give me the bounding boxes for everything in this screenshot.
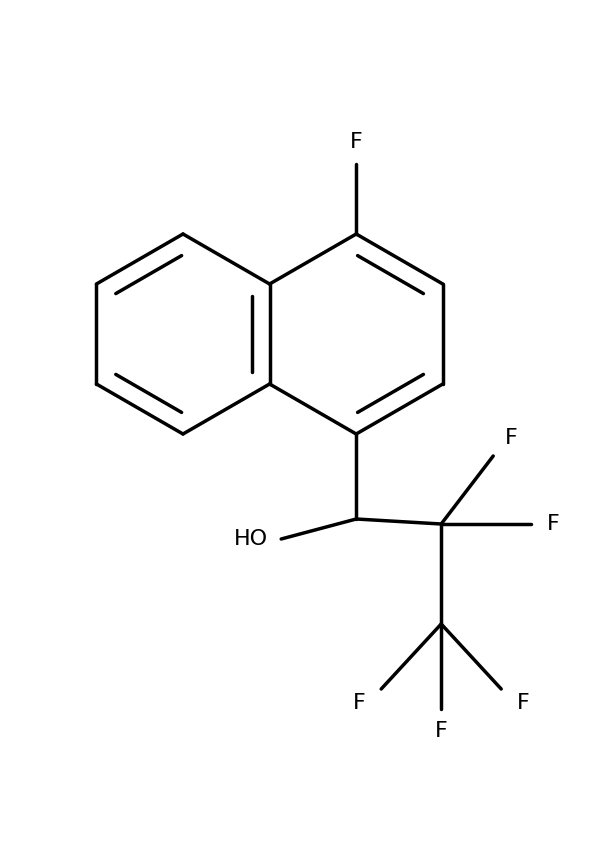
Text: HO: HO <box>234 529 268 549</box>
Text: F: F <box>435 721 448 741</box>
Text: F: F <box>505 428 517 448</box>
Text: F: F <box>350 132 363 152</box>
Text: F: F <box>353 693 366 713</box>
Text: F: F <box>517 693 530 713</box>
Text: F: F <box>547 514 559 534</box>
